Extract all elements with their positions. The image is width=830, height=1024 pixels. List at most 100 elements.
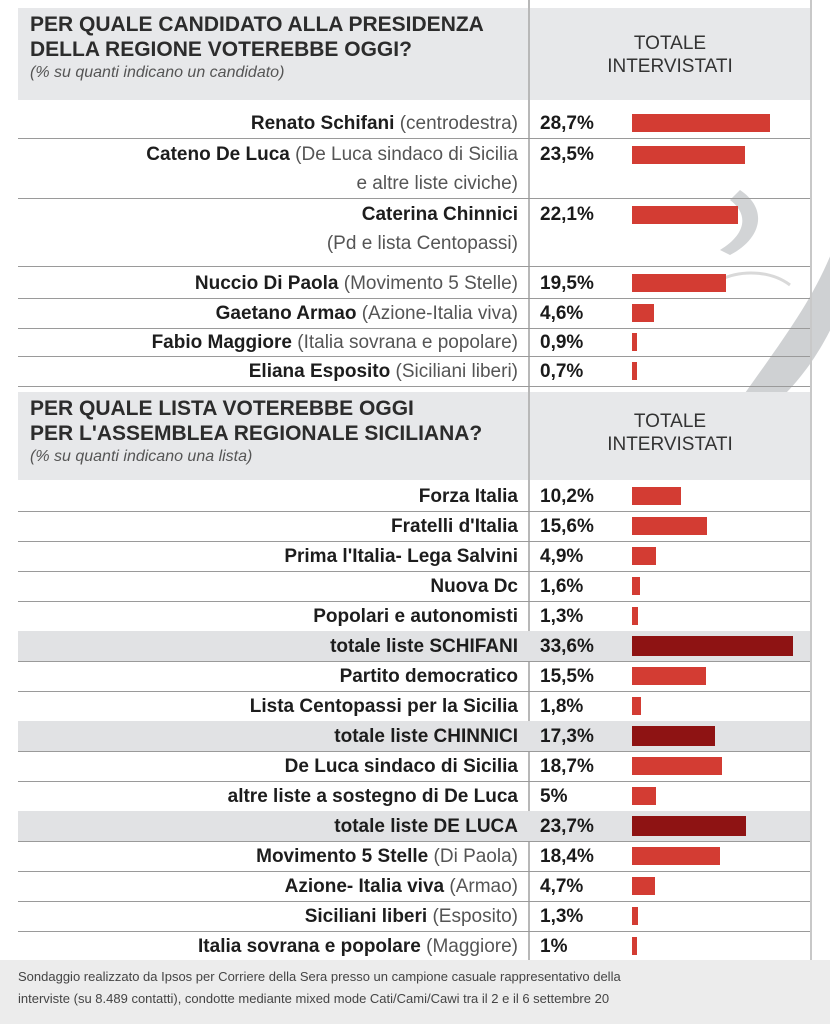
- section1-title-line2: DELLA REGIONE VOTEREBBE OGGI?: [30, 38, 412, 61]
- row-divider: [18, 328, 810, 329]
- row-name: totale liste CHINNICI: [334, 725, 518, 747]
- section1-header: PER QUALE CANDIDATO ALLA PRESIDENZA DELL…: [18, 8, 528, 100]
- table-row: Renato Schifani (centrodestra) 28,7%: [18, 108, 810, 138]
- section2-col-line2: INTERVISTATI: [607, 434, 733, 455]
- row-name: Azione- Italia viva: [284, 875, 445, 897]
- source-note: Sondaggio realizzato da Ipsos per Corrie…: [18, 966, 830, 1010]
- row-label: Partito democratico: [18, 662, 518, 691]
- row-note: (centrodestra): [399, 112, 518, 134]
- row-label: Siciliani liberi (Esposito): [18, 902, 518, 931]
- value-label: 22,1%: [540, 204, 594, 225]
- source-note-line1: Sondaggio realizzato da Ipsos per Corrie…: [18, 969, 621, 984]
- table-row: Azione- Italia viva (Armao) 4,7%: [18, 871, 810, 901]
- bar: [632, 362, 637, 380]
- row-name: Siciliani liberi: [304, 905, 428, 927]
- row-divider: [18, 198, 810, 199]
- row-divider: [18, 511, 810, 512]
- total-bar: [632, 636, 794, 656]
- row-label: totale liste DE LUCA: [18, 812, 518, 841]
- row-note: (Movimento 5 Stelle): [343, 272, 518, 294]
- row-name: Gaetano Armao: [215, 302, 357, 324]
- row-divider: [18, 266, 810, 267]
- section2-title-line1: PER QUALE LISTA VOTEREBBE OGGI: [30, 397, 414, 420]
- table-row: Cateno De Luca (De Luca sindaco di Sicil…: [18, 140, 810, 198]
- value-label: 1,3%: [540, 905, 584, 927]
- row-name: Lista Centopassi per la Sicilia: [249, 695, 518, 717]
- row-name: De Luca sindaco di Sicilia: [284, 755, 518, 777]
- row-divider: [18, 841, 810, 842]
- row-name: Prima l'Italia- Lega Salvini: [284, 545, 518, 567]
- total-bar: [632, 816, 746, 836]
- row-divider: [18, 541, 810, 542]
- row-label: Cateno De Luca (De Luca sindaco di Sicil…: [18, 140, 518, 198]
- row-name: totale liste DE LUCA: [334, 815, 518, 837]
- bar: [632, 937, 637, 955]
- row-divider: [18, 901, 810, 902]
- value-label: 5%: [540, 785, 568, 807]
- row-note: (Armao): [449, 875, 518, 897]
- row-note: (Esposito): [432, 905, 518, 927]
- bar: [632, 333, 637, 351]
- row-note-continued: e altre liste civiche): [356, 173, 518, 194]
- left-column-background: [0, 0, 528, 960]
- table-row: Gaetano Armao (Azione-Italia viva) 4,6%: [18, 298, 810, 328]
- table-row: Caterina Chinnici (Pd e lista Centopassi)…: [18, 200, 810, 266]
- source-note-line2: interviste (su 8.489 contatti), condotte…: [18, 991, 610, 1006]
- row-label: Azione- Italia viva (Armao): [18, 872, 518, 901]
- row-label: altre liste a sostegno di De Luca: [18, 782, 518, 811]
- footer-band: [0, 960, 830, 1024]
- row-name: Forza Italia: [418, 485, 518, 507]
- value-label: 4,9%: [540, 545, 584, 567]
- row-name: totale liste SCHIFANI: [330, 635, 518, 657]
- value-label: 4,6%: [540, 302, 584, 324]
- table-row: Prima l'Italia- Lega Salvini 4,9%: [18, 541, 810, 571]
- value-label: 18,4%: [540, 845, 594, 867]
- bar: [632, 487, 681, 505]
- bar: [632, 847, 721, 865]
- table-row: Lista Centopassi per la Sicilia 1,8%: [18, 691, 810, 721]
- row-label: Eliana Esposito (Siciliani liberi): [18, 357, 518, 386]
- section1-col-line2: INTERVISTATI: [607, 56, 733, 77]
- row-divider: [18, 931, 810, 932]
- row-divider: [18, 781, 810, 782]
- row-name: Fabio Maggiore: [151, 331, 292, 353]
- row-divider: [18, 386, 810, 387]
- value-label: 15,5%: [540, 665, 594, 687]
- row-label: Renato Schifani (centrodestra): [18, 109, 518, 138]
- value-label: 1,6%: [540, 575, 584, 597]
- bar: [632, 517, 707, 535]
- bar: [632, 114, 770, 132]
- table-row: altre liste a sostegno di De Luca 5%: [18, 781, 810, 811]
- table-row: Partito democratico 15,5%: [18, 661, 810, 691]
- row-note-continued: (Pd e lista Centopassi): [326, 233, 518, 254]
- bar: [632, 877, 655, 895]
- row-label: Italia sovrana e popolare (Maggiore): [18, 932, 518, 961]
- row-divider: [18, 356, 810, 357]
- total-row: totale liste CHINNICI 17,3%: [18, 721, 810, 751]
- bar: [632, 274, 726, 292]
- table-row: De Luca sindaco di Sicilia 18,7%: [18, 751, 810, 781]
- row-label: Movimento 5 Stelle (Di Paola): [18, 842, 518, 871]
- value-label: 1,8%: [540, 695, 584, 717]
- section1-col-line1: TOTALE: [633, 33, 707, 54]
- row-note: (Azione-Italia viva): [361, 302, 518, 324]
- bar: [632, 607, 639, 625]
- row-divider: [18, 571, 810, 572]
- value-label: 23,7%: [540, 815, 594, 837]
- value-label: 0,9%: [540, 331, 584, 353]
- row-label: Fabio Maggiore (Italia sovrana e popolar…: [18, 328, 518, 357]
- row-label: Lista Centopassi per la Sicilia: [18, 692, 518, 721]
- row-divider: [18, 751, 810, 752]
- bar: [632, 577, 640, 595]
- row-name: Caterina Chinnici: [361, 204, 518, 225]
- value-label: 4,7%: [540, 875, 584, 897]
- table-row: Fratelli d'Italia 15,6%: [18, 511, 810, 541]
- row-divider: [18, 691, 810, 692]
- athlete-silhouette-icon: [719, 190, 830, 422]
- row-name: Popolari e autonomisti: [313, 605, 518, 627]
- bar: [632, 787, 656, 805]
- row-name: Cateno De Luca: [146, 144, 290, 165]
- value-label: 17,3%: [540, 725, 594, 747]
- row-note: (Siciliani liberi): [395, 360, 518, 382]
